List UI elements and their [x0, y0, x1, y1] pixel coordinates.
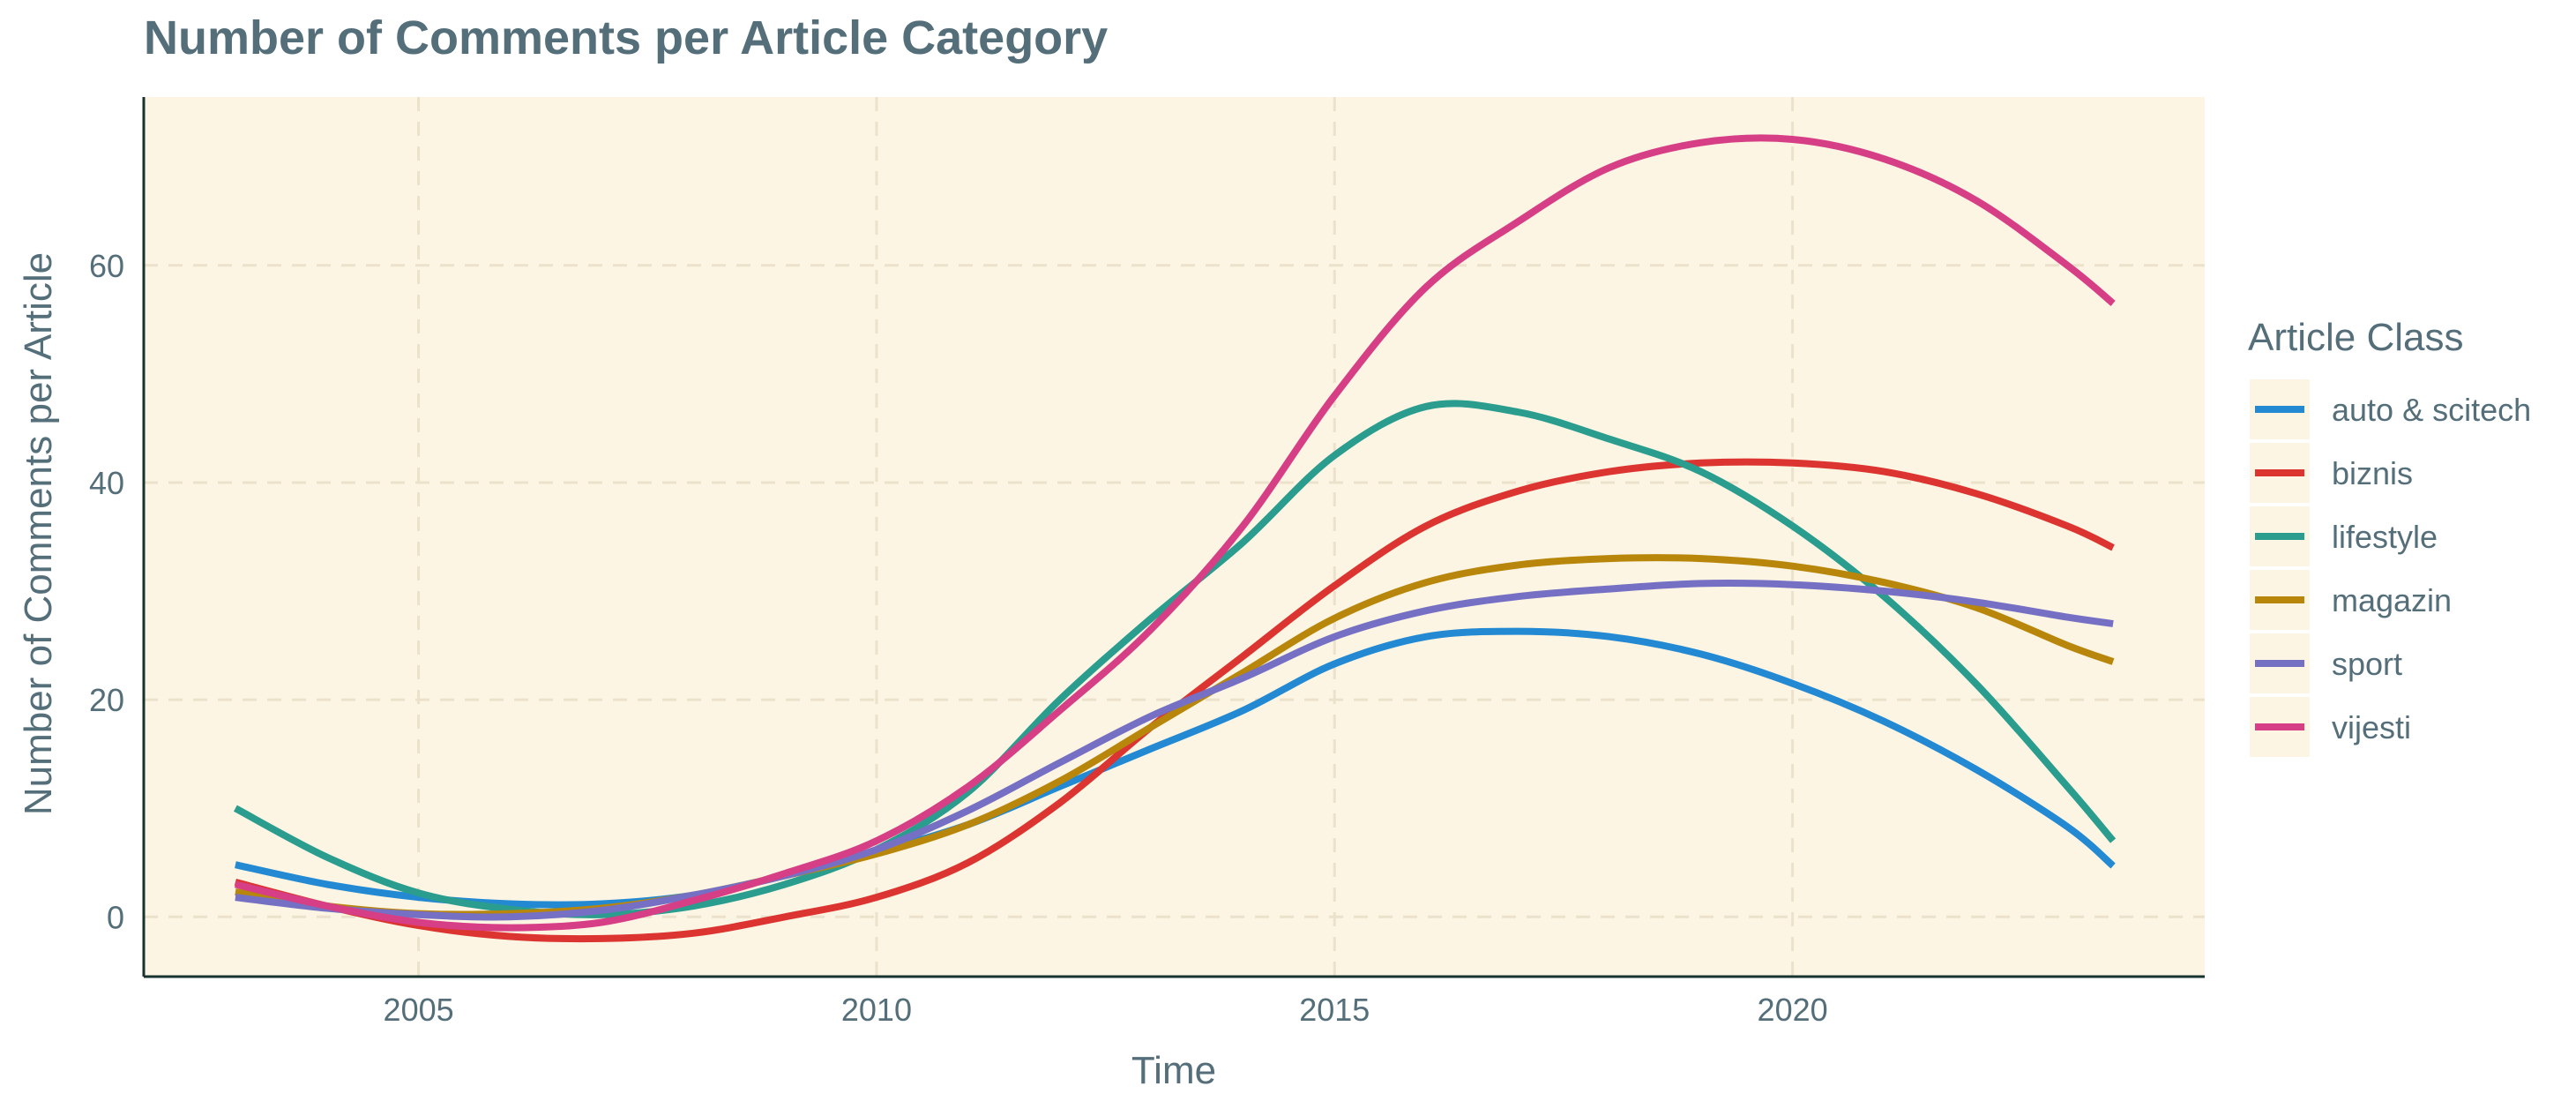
series-line-auto-scitech: [235, 627, 2116, 909]
y-tick-label: 20: [89, 682, 124, 718]
series-line-vijesti: [234, 134, 2116, 932]
x-tick-label: 2005: [384, 992, 454, 1028]
y-tick-label: 40: [89, 465, 124, 501]
legend-label: lifestyle: [2332, 519, 2438, 555]
tick-labels: 2005 2010 2015 2020 0 20 40 60: [89, 248, 1828, 1028]
plot-panel: [144, 97, 2205, 977]
series-lines: [234, 134, 2117, 943]
legend-items: auto & scitech biznis lifestyle magazin spor…: [2250, 379, 2531, 757]
legend-label: auto & scitech: [2332, 392, 2531, 428]
y-tick-label: 60: [89, 248, 124, 284]
axes: [142, 97, 2205, 978]
chart-title: Number of Comments per Article Category: [144, 11, 1108, 64]
y-tick-label: 0: [107, 899, 124, 935]
y-axis-title: Number of Comments per Article: [17, 252, 60, 815]
legend-label: biznis: [2332, 455, 2413, 491]
legend-label: sport: [2332, 646, 2402, 682]
grid-lines: [144, 97, 2205, 977]
x-tick-label: 2020: [1758, 992, 1828, 1028]
legend-label: magazin: [2332, 582, 2452, 618]
x-axis-title: Time: [1131, 1049, 1216, 1092]
x-tick-label: 2015: [1299, 992, 1370, 1028]
series-line-sport: [235, 580, 2114, 921]
legend: Article Class auto & scitech biznis lifest…: [2248, 316, 2531, 757]
legend-title: Article Class: [2248, 316, 2464, 359]
x-tick-label: 2010: [841, 992, 912, 1028]
legend-label: vijesti: [2332, 709, 2411, 745]
